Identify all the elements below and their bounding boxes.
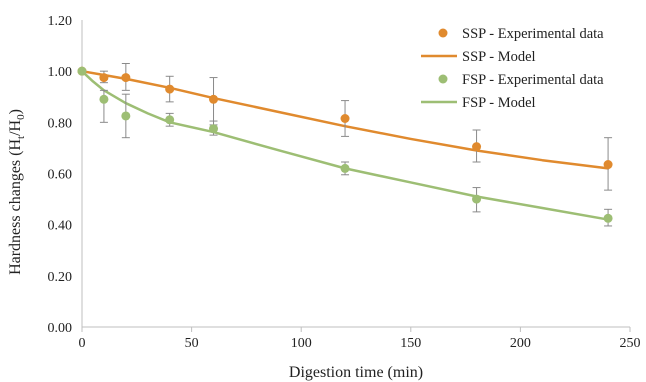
y-tick-label: 1.00 xyxy=(48,65,73,80)
x-tick-label: 250 xyxy=(620,336,641,351)
data-point-fsp-experimental-data xyxy=(209,124,219,134)
x-tick-label: 200 xyxy=(510,336,531,351)
data-point-fsp-experimental-data xyxy=(340,163,350,173)
plot-area: 0.00 0.20 0.40 0.60 0.80 1.00 1.20 0 50 100 150 200… xyxy=(48,14,641,351)
legend: SSP - Experimental data SSP - Model FSP … xyxy=(421,26,604,111)
y-tick-label: 0.20 xyxy=(48,270,73,285)
legend-marker-fsp-experimental xyxy=(438,74,448,84)
y-axis-title-part: Hardness changes (H xyxy=(7,139,24,275)
data-point-ssp-experimental-data xyxy=(472,142,482,152)
x-axis-title: Digestion time (min) xyxy=(289,364,423,381)
y-axis-title-subscript: 0 xyxy=(15,114,27,120)
data-point-ssp-experimental-data xyxy=(209,94,219,104)
legend-label-fsp-experimental: FSP - Experimental data xyxy=(462,72,604,88)
data-point-ssp-experimental-data xyxy=(121,73,131,83)
x-tick-label: 150 xyxy=(400,336,421,351)
y-tick-label: 0.60 xyxy=(48,168,73,183)
y-axis-title-part: /H xyxy=(7,119,24,135)
data-point-fsp-experimental-data xyxy=(472,194,482,204)
series-line-ssp-model xyxy=(80,69,610,170)
legend-marker-ssp-experimental xyxy=(438,28,448,38)
y-axis-title: Hardness changes (Ht/H0) xyxy=(7,109,27,275)
x-tick-label: 100 xyxy=(291,336,312,351)
data-point-ssp-experimental-data xyxy=(603,160,613,170)
y-tick-label: 0.80 xyxy=(48,116,73,131)
data-point-fsp-experimental-data xyxy=(121,111,131,121)
data-point-ssp-experimental-data xyxy=(99,73,109,83)
legend-label-fsp-model: FSP - Model xyxy=(462,95,536,111)
x-tick-label: 50 xyxy=(185,336,199,351)
y-tick-label: 0.40 xyxy=(48,219,73,234)
data-point-fsp-experimental-data xyxy=(603,213,613,223)
data-point-fsp-experimental-data xyxy=(165,115,175,125)
y-tick-label: 1.20 xyxy=(48,14,73,29)
legend-label-ssp-model: SSP - Model xyxy=(462,49,536,65)
data-point-ssp-experimental-data xyxy=(340,113,350,123)
data-point-ssp-experimental-data xyxy=(165,84,175,94)
y-tick-label: 0.00 xyxy=(48,321,73,336)
x-tick-label: 0 xyxy=(79,336,86,351)
legend-label-ssp-experimental: SSP - Experimental data xyxy=(462,26,604,42)
y-axis-title-subscript: t xyxy=(15,136,27,139)
data-point-fsp-experimental-data xyxy=(77,66,87,76)
y-axis-title-part: ) xyxy=(7,109,24,114)
data-point-fsp-experimental-data xyxy=(99,94,109,104)
